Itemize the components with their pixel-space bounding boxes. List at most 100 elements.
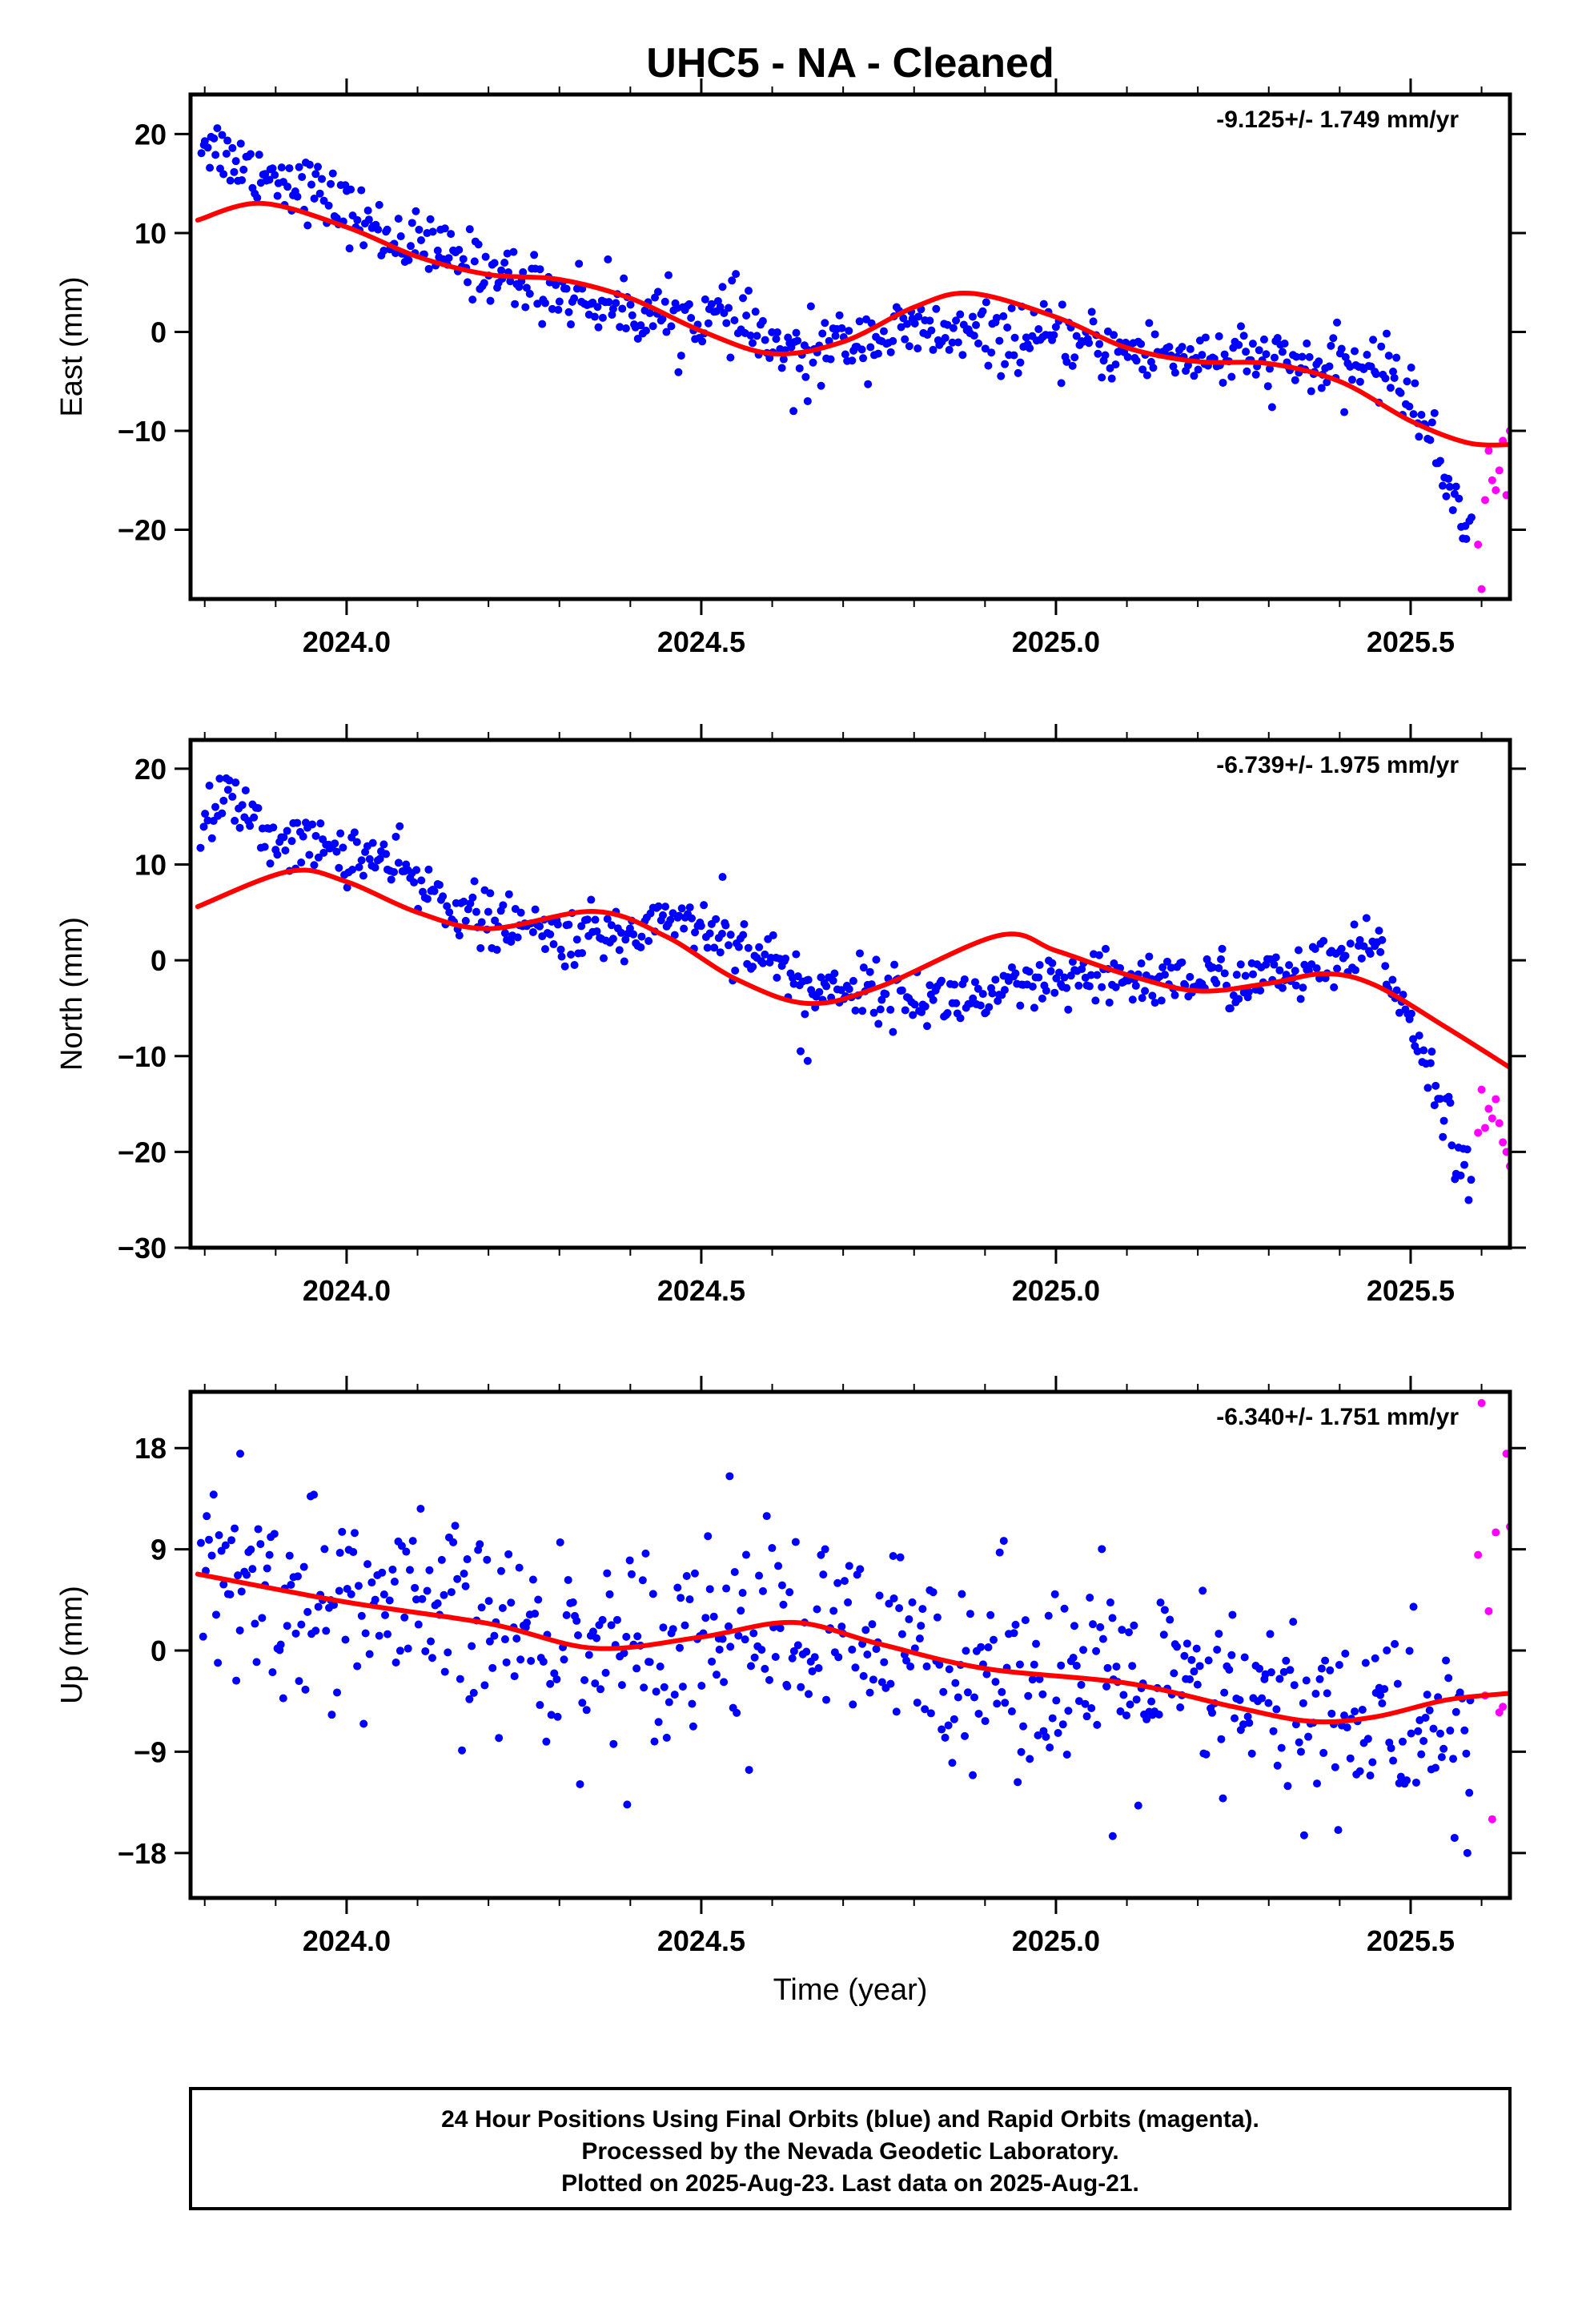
final-point	[804, 1690, 813, 1699]
final-point	[1035, 1675, 1044, 1683]
final-point	[1396, 388, 1405, 397]
final-point	[783, 1682, 792, 1691]
final-point	[371, 1595, 379, 1604]
final-point	[523, 1618, 532, 1627]
final-point	[1467, 513, 1476, 522]
final-point	[658, 315, 667, 324]
rate-label: -6.340+/- 1.751 mm/yr	[1216, 1404, 1459, 1430]
final-point	[574, 1630, 583, 1639]
final-point	[594, 323, 603, 332]
panels-group: 2024.0 2024.5 2025.0 2025.5 20 10 0 −10 −20 East …	[55, 78, 1539, 1957]
final-point	[365, 1650, 374, 1659]
final-point	[276, 1640, 285, 1649]
final-point	[1057, 1661, 1066, 1670]
footer-line-1: 24 Hour Positions Using Final Orbits (bl…	[441, 2106, 1259, 2133]
final-point	[1054, 1729, 1062, 1738]
final-point	[984, 1643, 993, 1652]
final-point	[675, 1643, 684, 1652]
final-point	[1064, 1707, 1073, 1715]
final-point	[1462, 534, 1471, 543]
final-point	[789, 407, 798, 416]
final-point	[357, 1611, 366, 1620]
final-point	[990, 1635, 998, 1644]
final-point	[225, 776, 234, 785]
final-point	[599, 954, 608, 963]
final-point	[1251, 370, 1260, 379]
final-point	[1411, 379, 1419, 388]
final-point	[1456, 1171, 1465, 1180]
final-point	[1396, 1772, 1405, 1781]
final-point	[1022, 333, 1030, 342]
final-point	[1087, 308, 1096, 316]
final-point	[381, 1610, 390, 1619]
final-point	[837, 1622, 846, 1631]
final-point	[196, 1538, 205, 1547]
final-point	[1215, 963, 1223, 972]
final-point	[644, 936, 653, 945]
final-point	[849, 1700, 857, 1709]
final-point	[981, 1717, 990, 1726]
y-tick-label: 0	[151, 1634, 167, 1667]
final-point	[1243, 1712, 1252, 1721]
final-point	[316, 819, 325, 828]
final-point	[1170, 368, 1179, 377]
final-point	[677, 904, 686, 913]
final-point	[1241, 971, 1250, 980]
final-point	[744, 943, 753, 952]
final-point	[1340, 1711, 1349, 1720]
final-point	[480, 1681, 489, 1690]
final-point	[1439, 1132, 1447, 1141]
final-point	[817, 973, 825, 982]
rapid-point	[1531, 1500, 1539, 1508]
final-point	[633, 334, 642, 343]
data-up	[195, 1399, 1539, 1857]
final-point	[857, 345, 866, 354]
final-point	[577, 922, 586, 931]
final-point	[941, 333, 950, 342]
rapid-point	[1488, 476, 1496, 485]
final-point	[939, 1687, 948, 1696]
final-point	[690, 1569, 699, 1578]
final-point	[1341, 951, 1350, 960]
final-point	[722, 319, 731, 328]
final-point	[926, 981, 934, 990]
final-point	[961, 1731, 970, 1740]
final-point	[394, 215, 403, 223]
final-point	[623, 1800, 632, 1809]
final-point	[889, 1552, 897, 1561]
final-point	[749, 1629, 758, 1638]
final-point	[620, 957, 628, 966]
final-point	[1423, 1691, 1431, 1699]
final-point	[231, 816, 239, 825]
final-point	[660, 1683, 669, 1691]
final-point	[1060, 973, 1069, 982]
final-point	[1030, 1660, 1038, 1669]
final-point	[1169, 362, 1178, 371]
final-point	[1095, 340, 1104, 348]
final-point	[945, 1665, 954, 1674]
final-point	[762, 1512, 771, 1521]
final-point	[712, 915, 721, 923]
final-point	[591, 915, 600, 924]
final-point	[1157, 996, 1166, 1005]
final-point	[1239, 332, 1248, 340]
final-point	[890, 960, 899, 969]
final-point	[299, 832, 307, 841]
final-point	[1236, 960, 1245, 969]
final-point	[1317, 384, 1326, 392]
final-point	[1355, 1767, 1364, 1775]
final-point	[1444, 1092, 1453, 1101]
y-tick-label: −10	[118, 1040, 167, 1073]
final-point	[700, 901, 709, 910]
final-point	[1380, 1685, 1389, 1694]
final-point	[383, 225, 391, 234]
final-point	[235, 1626, 244, 1634]
final-point	[1158, 963, 1167, 972]
final-point	[1282, 1656, 1291, 1665]
final-point	[1112, 1663, 1121, 1671]
final-point	[869, 1008, 878, 1017]
final-point	[383, 1630, 392, 1638]
final-point	[678, 1683, 687, 1691]
final-point	[801, 1010, 809, 1019]
final-point	[1389, 1756, 1398, 1765]
